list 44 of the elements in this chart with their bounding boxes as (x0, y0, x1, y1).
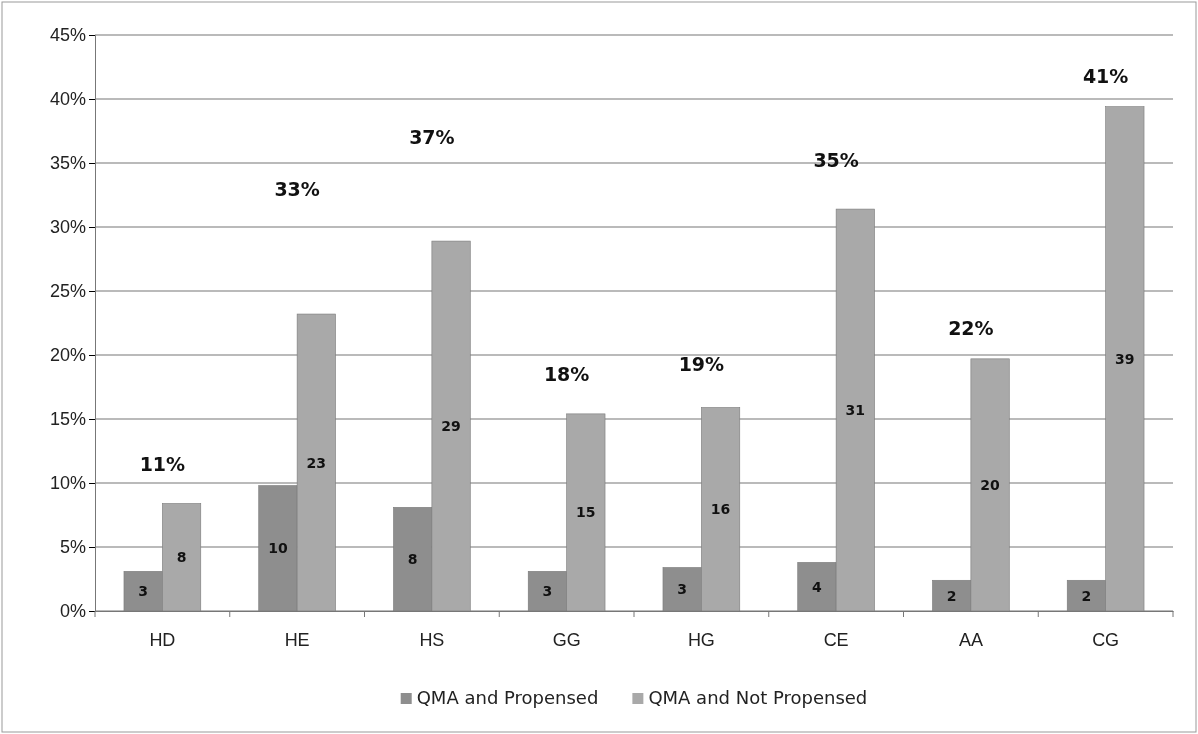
y-tick-label: 10% (49, 473, 86, 494)
data-label: 20 (980, 476, 1001, 493)
legend-label: QMA and Not Propensed (648, 687, 868, 708)
data-label: 29 (441, 418, 461, 435)
x-tick-label: HG (687, 629, 715, 650)
data-label: 16 (710, 501, 731, 518)
y-tick-label: 0% (59, 601, 86, 622)
data-label: 39 (1115, 350, 1135, 367)
data-label: 15 (576, 504, 596, 521)
y-tick-label: 20% (49, 345, 86, 366)
legend-label: QMA and Propensed (416, 687, 599, 708)
x-tick-label: AA (958, 629, 983, 650)
data-label: 8 (176, 549, 187, 566)
y-tick-label: 30% (49, 217, 86, 238)
x-tick-label: HS (419, 629, 445, 650)
data-label: 3 (677, 581, 688, 598)
annotation: 41% (1082, 64, 1129, 87)
annotation: 35% (813, 149, 859, 172)
y-tick-label: 45% (49, 25, 86, 46)
y-tick-label: 5% (59, 537, 86, 558)
y-tick-label: 40% (49, 89, 86, 110)
y-tick-label: 25% (49, 281, 86, 302)
annotation: 33% (274, 177, 320, 200)
data-label: 2 (1081, 587, 1092, 604)
data-label: 3 (138, 583, 149, 600)
x-tick-label: HD (149, 629, 176, 650)
data-label: 2 (946, 587, 957, 604)
data-label: 8 (407, 551, 418, 568)
y-tick-label: 35% (49, 153, 86, 174)
data-label: 4 (812, 578, 823, 595)
x-tick-label: CE (823, 629, 849, 650)
x-tick-label: GG (552, 629, 581, 650)
annotation: 37% (409, 126, 455, 149)
y-tick-label: 15% (49, 409, 86, 430)
x-tick-label: CG (1092, 629, 1120, 650)
data-label: 3 (542, 583, 553, 600)
x-tick-label: HE (284, 629, 310, 650)
annotation: 11% (139, 452, 186, 475)
data-label: 23 (306, 454, 327, 471)
annotation: 18% (543, 363, 590, 386)
data-label: 31 (845, 402, 866, 419)
data-label: 10 (268, 540, 288, 557)
annotation: 22% (948, 317, 994, 340)
annotation: 19% (678, 352, 725, 375)
